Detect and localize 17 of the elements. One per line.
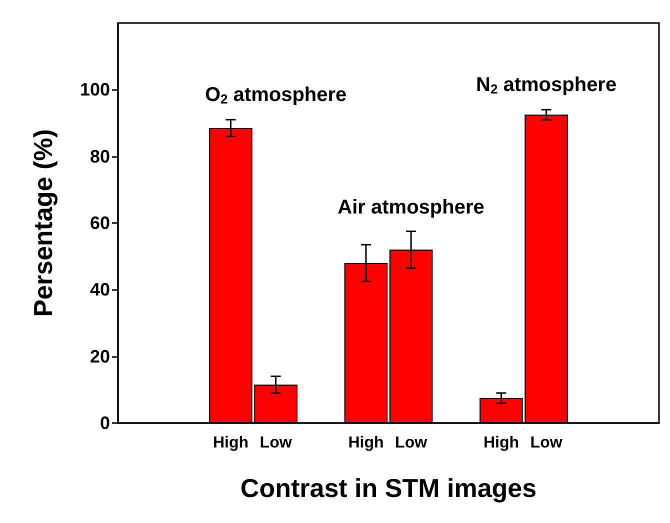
y-tick-label: 0 (100, 413, 110, 433)
annotation: N2 atmosphere (476, 74, 617, 97)
annotation: Air atmosphere (338, 196, 484, 218)
y-tick-label: 100 (80, 80, 110, 100)
y-tick-label: 20 (90, 346, 110, 366)
x-tick-label: Low (395, 434, 428, 452)
x-tick-label: Low (530, 434, 563, 452)
x-axis-title: Contrast in STM images (240, 473, 537, 503)
x-tick-label: High (483, 434, 519, 452)
x-tick-label: High (348, 434, 384, 452)
y-tick-label: 80 (90, 146, 110, 166)
x-tick-label: Low (260, 434, 292, 452)
x-tick-label: High (212, 434, 248, 452)
y-tick-label: 60 (90, 213, 110, 233)
y-tick-label: 40 (90, 280, 110, 300)
annotation: O2 atmosphere (204, 84, 347, 107)
y-axis-title: Persentage (%) (28, 129, 58, 317)
